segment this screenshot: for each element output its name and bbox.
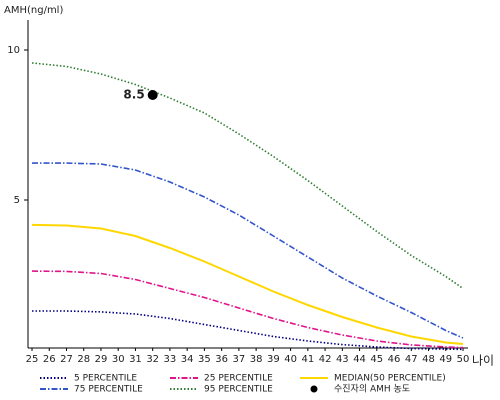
x-axis-label: 나이	[472, 354, 494, 368]
x-tick-label: 25	[26, 354, 39, 365]
x-tick-label: 43	[336, 354, 349, 365]
y-tick-label: 5	[14, 195, 20, 206]
point-label: 8.5	[123, 88, 144, 102]
x-tick-label: 34	[181, 354, 194, 365]
y-tick-label: 10	[7, 45, 20, 56]
legend-label: 95 PERCENTILE	[204, 385, 273, 395]
x-tick-label: 49	[439, 354, 452, 365]
x-tick-label: 33	[164, 354, 177, 365]
x-tick-label: 44	[353, 354, 366, 365]
x-tick-label: 30	[112, 354, 125, 365]
x-tick-label: 32	[146, 354, 159, 365]
x-tick-label: 45	[370, 354, 383, 365]
x-tick-label: 28	[77, 354, 90, 365]
y-axis-label: AMH(ng/ml)	[4, 5, 63, 16]
legend-label: 5 PERCENTILE	[74, 374, 137, 384]
x-tick-label: 50	[457, 354, 470, 365]
x-tick-label: 48	[422, 354, 435, 365]
x-tick-label: 37	[233, 354, 246, 365]
x-tick-label: 35	[198, 354, 211, 365]
x-tick-label: 40	[284, 354, 297, 365]
x-tick-label: 31	[129, 354, 142, 365]
series-line	[31, 270, 464, 349]
legend-swatch	[310, 385, 318, 393]
x-tick-label: 41	[301, 354, 314, 365]
x-tick-label: 26	[43, 354, 56, 365]
series-line	[31, 223, 464, 345]
legend-label: 75 PERCENTILE	[74, 385, 143, 395]
series-line	[31, 62, 464, 290]
x-tick-label: 38	[250, 354, 263, 365]
x-tick-label: 46	[388, 354, 401, 365]
series-line	[32, 162, 464, 339]
x-tick-label: 29	[95, 354, 108, 365]
legend-label: 수진자의 AMH 농도	[334, 384, 410, 395]
x-tick-label: 39	[267, 354, 280, 365]
legend-label: 25 PERCENTILE	[204, 374, 273, 384]
series-line	[32, 310, 464, 351]
x-tick-label: 27	[60, 354, 73, 365]
legend-label: MEDIAN(50 PERCENTILE)	[334, 374, 446, 384]
x-tick-label: 42	[319, 354, 332, 365]
x-tick-label: 36	[215, 354, 228, 365]
patient-point	[147, 90, 158, 100]
x-tick-label: 47	[405, 354, 418, 365]
